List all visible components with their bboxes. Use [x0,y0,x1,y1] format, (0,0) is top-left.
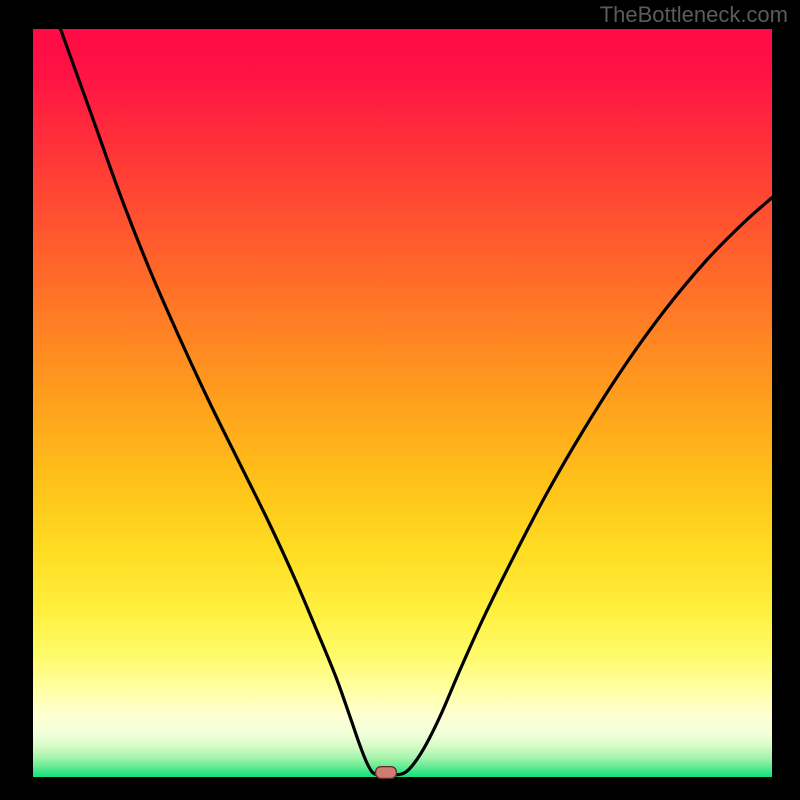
attribution-text: TheBottleneck.com [600,2,788,28]
plot-area [32,28,773,778]
minimum-marker [375,766,397,779]
chart-stage: TheBottleneck.com [0,0,800,800]
